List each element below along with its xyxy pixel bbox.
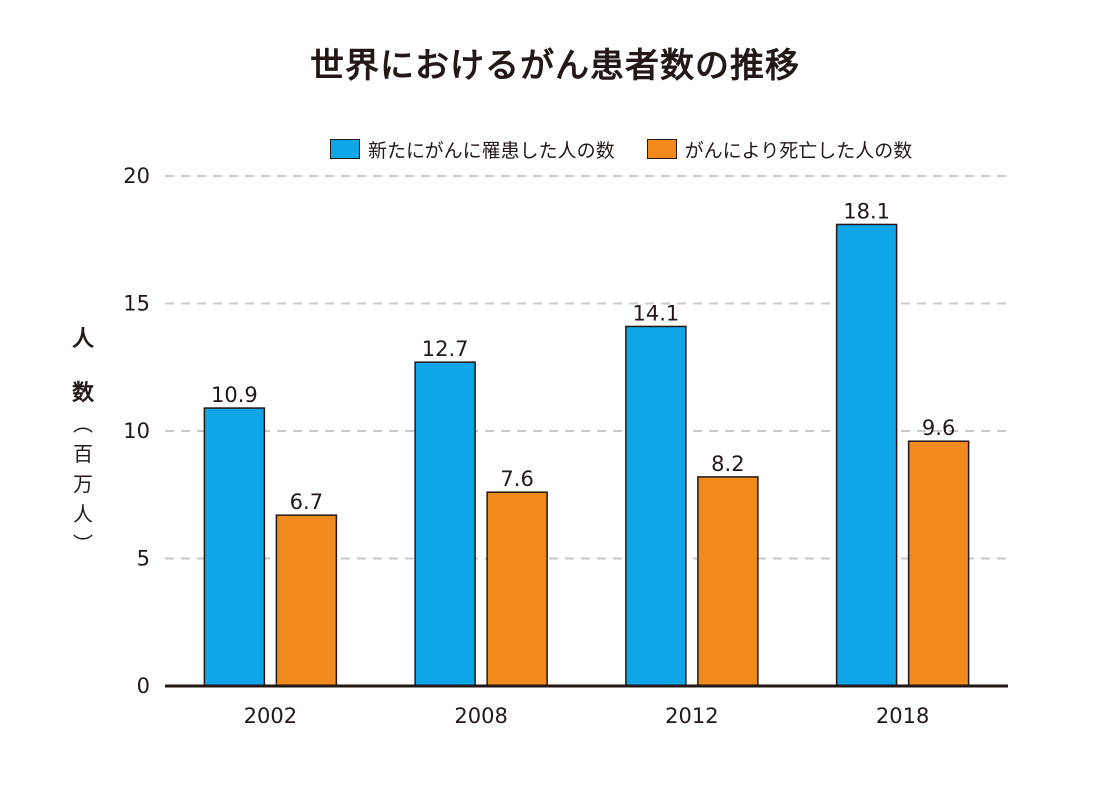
x-tick-label: 2018 bbox=[876, 704, 929, 728]
bar-deaths bbox=[907, 440, 970, 687]
y-axis-label-char: ︶ bbox=[73, 532, 93, 556]
data-label: 12.7 bbox=[422, 337, 469, 361]
data-label: 14.1 bbox=[632, 301, 679, 325]
legend-item-incidence: 新たにがんに罹患した人の数 bbox=[330, 136, 615, 163]
y-tick-label: 5 bbox=[137, 547, 150, 571]
y-axis-label-char: 人 bbox=[71, 327, 94, 352]
data-label: 10.9 bbox=[211, 383, 258, 407]
data-label: 7.6 bbox=[500, 467, 533, 491]
bar-incidence bbox=[414, 361, 476, 687]
bar-incidence bbox=[625, 325, 687, 687]
y-tick-label: 20 bbox=[123, 164, 150, 188]
data-label: 9.6 bbox=[922, 416, 955, 440]
bar-incidence bbox=[203, 407, 266, 687]
y-tick-label: 0 bbox=[137, 674, 150, 698]
y-axis-label-char: 数 bbox=[71, 381, 94, 406]
data-label: 8.2 bbox=[711, 452, 744, 476]
bar-incidence bbox=[835, 223, 898, 687]
chart-title: 世界におけるがん患者数の推移 bbox=[310, 46, 800, 86]
x-tick-label: 2008 bbox=[454, 704, 507, 728]
y-axis-label-char: 万 bbox=[73, 472, 93, 496]
bar-deaths bbox=[697, 476, 759, 687]
y-axis-label-char: ︵ bbox=[73, 412, 93, 436]
y-axis-label: 人数 ︵ 百万人 ︶ bbox=[68, 325, 98, 559]
legend-label-deaths: がんにより死亡した人の数 bbox=[684, 139, 913, 162]
y-tick-label: 10 bbox=[123, 419, 150, 443]
data-label: 18.1 bbox=[843, 199, 890, 223]
legend-swatch-deaths bbox=[646, 139, 677, 159]
bar-deaths bbox=[275, 514, 338, 687]
y-axis-label-char: 人 bbox=[73, 502, 93, 526]
bar-deaths bbox=[486, 491, 548, 687]
legend-label-incidence: 新たにがんに罹患した人の数 bbox=[368, 139, 615, 162]
x-tick-label: 2002 bbox=[244, 704, 297, 728]
legend-swatch-incidence bbox=[330, 139, 360, 159]
data-label: 6.7 bbox=[290, 490, 323, 514]
legend: 新たにがんに罹患した人の数 がんにより死亡した人の数 bbox=[330, 134, 944, 164]
y-tick-label: 15 bbox=[123, 292, 150, 316]
legend-item-deaths: がんにより死亡した人の数 bbox=[646, 136, 913, 163]
x-tick-label: 2012 bbox=[665, 704, 718, 728]
y-axis-label-char: 百 bbox=[73, 442, 93, 466]
